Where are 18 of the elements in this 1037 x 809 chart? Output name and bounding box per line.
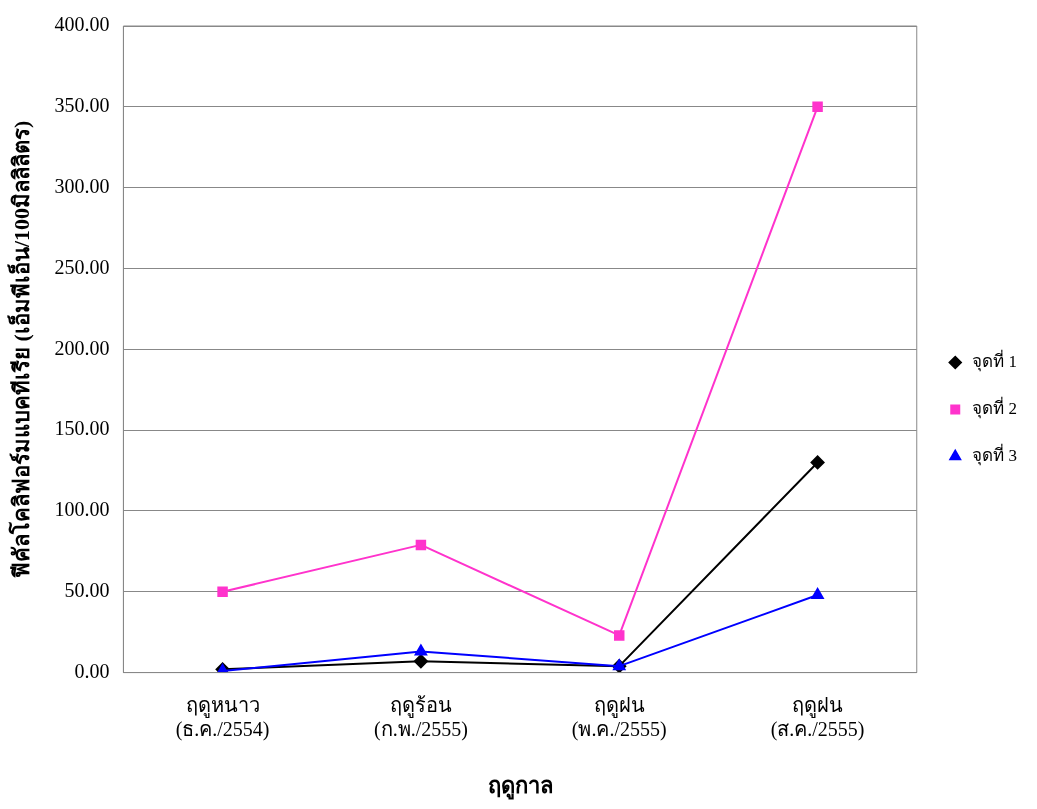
y-tick-label: 50.00: [64, 579, 110, 602]
x-axis-title: ฤดูกาล: [487, 773, 553, 801]
y-tick-label: 400.00: [54, 13, 110, 36]
x-tick-label: ฤดูร้อน (ก.พ./2555): [373, 693, 468, 741]
y-tick-label: 350.00: [54, 94, 110, 117]
x-tick-label: ฤดูหนาว (ธ.ค./2554): [175, 693, 270, 741]
legend-label: จุดที่ 3: [972, 442, 1017, 466]
x-tick-label: ฤดูฝน (ส.ค./2555): [770, 693, 865, 741]
x-tick-label: ฤดูฝน (พ.ค./2555): [571, 693, 667, 741]
legend-label: จุดที่ 1: [972, 348, 1017, 372]
y-tick-label: 250.00: [54, 255, 110, 278]
y-tick-label: 300.00: [54, 174, 110, 197]
y-tick-label: 150.00: [54, 417, 110, 440]
y-tick-label: 200.00: [54, 336, 110, 359]
y-tick-label: 100.00: [54, 498, 110, 521]
legend-label: จุดที่ 2: [972, 395, 1017, 419]
y-axis-title: ฟีคัลโคลิฟอร์มแบคทีเรีย (เอ็มพีเอ็น/100มิลลิลิตร): [6, 120, 34, 578]
y-tick-label: 0.00: [74, 659, 110, 682]
